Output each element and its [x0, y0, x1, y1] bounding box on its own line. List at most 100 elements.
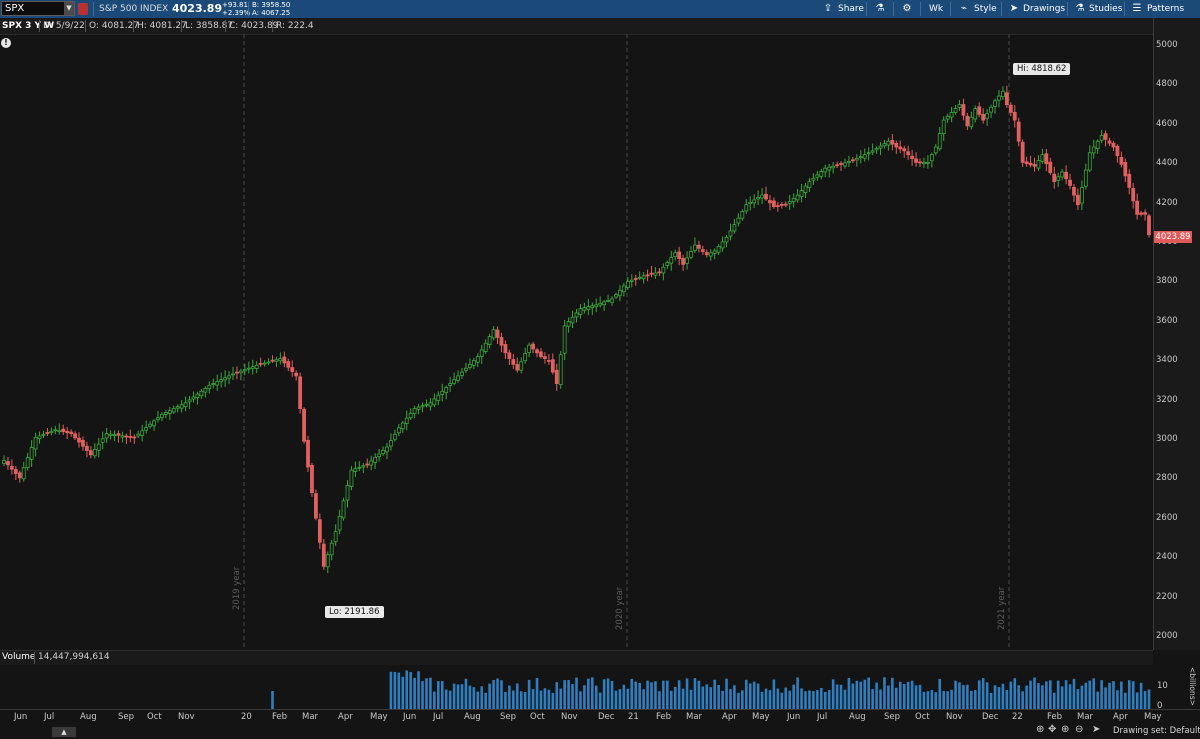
volume-bar	[579, 691, 582, 709]
time-tick: Nov	[946, 712, 963, 722]
pan-icon[interactable]: ✥	[1048, 724, 1057, 735]
volume-bar	[626, 688, 630, 709]
candle-body	[783, 203, 788, 206]
pointer-icon[interactable]: ➤	[1092, 724, 1101, 735]
time-tick: Apr	[1113, 712, 1128, 722]
volume-label: Volume	[2, 652, 36, 662]
volume-bar	[823, 692, 827, 709]
candle-body	[1139, 212, 1144, 215]
candle-body	[314, 493, 318, 519]
candle-body	[179, 404, 184, 409]
candle-body	[349, 469, 354, 487]
volume-bar	[618, 689, 622, 709]
candle-body	[231, 373, 235, 376]
volume-bar	[784, 687, 788, 709]
candle-body	[941, 119, 946, 135]
price-axis[interactable]	[1153, 18, 1200, 650]
time-axis[interactable]	[0, 709, 1200, 739]
volume-bar	[650, 682, 653, 709]
volume-bar	[421, 681, 424, 709]
candle-body	[140, 430, 145, 436]
candle-body	[219, 379, 224, 383]
volume-bar	[590, 677, 594, 709]
candle-body	[539, 351, 543, 358]
cursor-icon[interactable]: ➤	[1009, 3, 1019, 14]
scroll-left-icon[interactable]: ▲	[52, 727, 76, 737]
candle-body	[57, 430, 62, 433]
candle-body	[389, 440, 393, 447]
volume-bar	[819, 687, 823, 709]
patterns-button[interactable]: Patterns	[1147, 4, 1185, 14]
volume-bar	[748, 683, 752, 709]
candle-body	[507, 352, 512, 359]
candle-body	[973, 108, 978, 120]
volume-bar	[658, 691, 661, 709]
drawings-button[interactable]: Drawings	[1023, 4, 1066, 14]
candle-body	[977, 106, 982, 115]
time-tick: May	[752, 712, 770, 722]
share-button[interactable]: Share	[838, 4, 864, 14]
patterns-icon[interactable]: ☰	[1132, 3, 1142, 14]
volume-bar	[677, 680, 681, 709]
candle-body	[957, 104, 962, 108]
studies-icon[interactable]: ⚗	[1075, 3, 1085, 14]
price-tick: 3600	[1156, 315, 1178, 326]
alert-icon[interactable]: !	[1, 38, 11, 48]
gear-icon[interactable]: ⚙	[902, 3, 912, 14]
volume-bar	[602, 679, 606, 709]
flask-icon[interactable]: ⚗	[875, 3, 885, 14]
symbol-dropdown-icon[interactable]: ▼	[64, 2, 74, 15]
volume-bar	[741, 690, 744, 709]
candle-body	[1004, 92, 1009, 106]
candle-body	[716, 245, 721, 253]
symbol-menu-icon[interactable]	[78, 3, 88, 15]
candle-body	[1107, 140, 1112, 144]
price-chart[interactable]	[0, 34, 1153, 650]
volume-tick-10: 10	[1157, 681, 1168, 691]
timeframe-button[interactable]: Wk	[929, 4, 944, 14]
candle-body	[961, 104, 966, 116]
candle-body	[1115, 145, 1120, 157]
candle-body	[195, 393, 200, 398]
high-callout: Hi: 4818.62	[1013, 63, 1071, 75]
volume-bar	[468, 685, 472, 709]
volume-bar	[827, 690, 831, 709]
candle-body	[823, 167, 828, 173]
candle-body	[945, 115, 950, 120]
candle-body	[953, 108, 958, 113]
candle-body	[862, 154, 867, 159]
share-icon[interactable]: ⇪	[823, 3, 833, 14]
volume-bar	[835, 684, 839, 709]
time-tick: Mar	[302, 712, 319, 722]
style-icon[interactable]: ⌁	[960, 3, 968, 14]
volume-bar	[496, 678, 499, 709]
candle-body	[562, 325, 567, 354]
candle-body	[519, 361, 524, 371]
candle-body	[100, 438, 105, 443]
volume-unit-label: <billions>	[1188, 667, 1197, 706]
candle-body	[570, 316, 575, 324]
volume-bar	[685, 678, 689, 709]
volume-bar	[460, 684, 464, 709]
volume-bar	[666, 680, 669, 709]
volume-bar	[464, 678, 468, 709]
candle-body	[760, 194, 764, 199]
time-tick: May	[1144, 712, 1162, 722]
symbol-input[interactable]: SPX	[1, 1, 75, 16]
studies-button[interactable]: Studies	[1089, 4, 1123, 14]
zoom-in-icon[interactable]: ⊕	[1061, 724, 1070, 735]
candle-body	[527, 344, 532, 353]
candle-body	[965, 115, 970, 127]
volume-bar	[523, 691, 527, 709]
style-button[interactable]: Style	[974, 4, 997, 14]
candle-body	[700, 249, 705, 252]
volume-chart[interactable]	[0, 664, 1153, 709]
volume-bar	[1127, 680, 1131, 709]
zoom-out-icon[interactable]: ⊖	[1075, 724, 1084, 735]
candle-body	[444, 387, 449, 393]
volume-bar	[492, 679, 495, 709]
candle-body	[898, 146, 903, 150]
candle-body	[689, 251, 693, 258]
volume-bar	[405, 670, 409, 709]
crosshair-icon[interactable]: ⊕	[1036, 724, 1045, 735]
